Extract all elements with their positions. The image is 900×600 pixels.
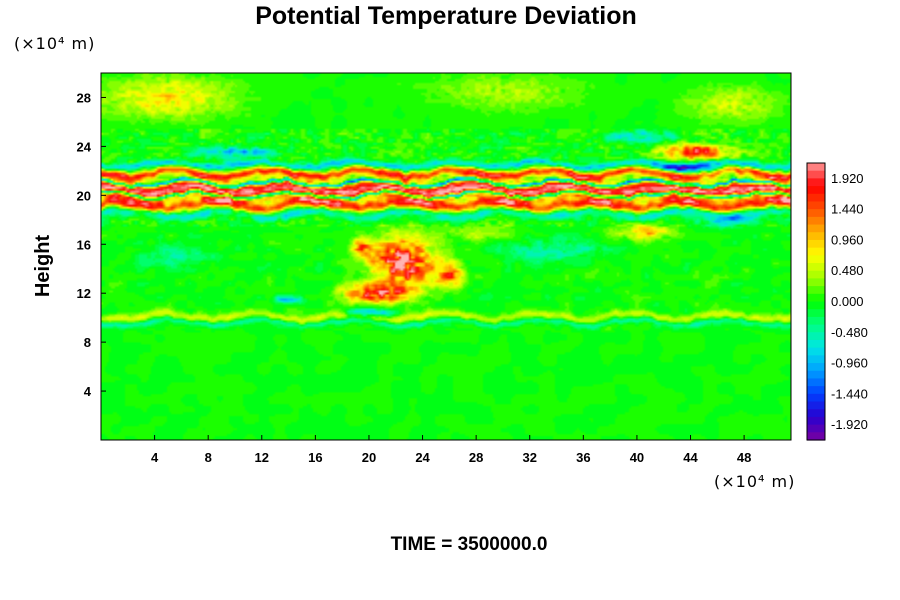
colorbar-swatch (807, 247, 825, 256)
plot-frame (100, 72, 792, 441)
colorbar-swatch (807, 424, 825, 433)
colorbar-swatch (807, 278, 825, 287)
colorbar-swatch (807, 316, 825, 326)
colorbar-swatch (807, 309, 825, 318)
y-tick-label: 12 (77, 286, 91, 301)
colorbar-label: -0.480 (831, 325, 868, 340)
colorbar-swatch (807, 332, 825, 341)
y-axis-unit: (×10⁴ m) (14, 34, 95, 53)
colorbar-swatch (807, 324, 825, 333)
colorbar-swatch (807, 232, 825, 241)
colorbar-labels: 1.920 1.440 0.960 0.480 0.000 -0.480 -0.960 -1.… (831, 171, 868, 432)
x-tick-label: 24 (415, 450, 430, 465)
colorbar-swatch (807, 163, 825, 172)
colorbar-label: -1.440 (831, 386, 868, 401)
colorbar-label: -1.920 (831, 417, 868, 432)
y-tick-label: 20 (77, 188, 91, 203)
colorbar-label: -0.960 (831, 356, 868, 371)
colorbar (806, 162, 826, 441)
colorbar-swatch (807, 393, 825, 403)
y-axis-label: Height (32, 235, 54, 298)
colorbar-swatch (807, 239, 825, 249)
colorbar-label: 0.960 (831, 232, 864, 247)
colorbar-swatch (807, 409, 825, 418)
colorbar-swatch (807, 209, 825, 218)
x-tick-label: 4 (151, 450, 159, 465)
colorbar-swatch (807, 432, 825, 441)
y-tick-label: 28 (77, 90, 91, 105)
colorbar-swatch (807, 201, 825, 210)
colorbar-swatch (807, 363, 825, 372)
colorbar-swatch (807, 170, 825, 179)
colorbar-swatch (807, 378, 825, 387)
x-tick-label: 36 (576, 450, 590, 465)
x-tick-label: 20 (362, 450, 376, 465)
colorbar-swatch (807, 286, 825, 295)
colorbar-swatch (807, 193, 825, 203)
chart-title: Potential Temperature Deviation (255, 2, 637, 30)
x-axis-ticks: 4 8 12 16 20 24 28 32 36 40 44 48 (151, 435, 751, 465)
y-tick-label: 4 (84, 384, 92, 399)
colorbar-label: 0.480 (831, 263, 864, 278)
heatmap-field (101, 73, 791, 440)
colorbar-swatch (807, 301, 825, 310)
colorbar-swatch (807, 416, 825, 426)
colorbar-frame (806, 162, 826, 441)
colorbar-swatch (807, 339, 825, 349)
x-tick-label: 32 (523, 450, 537, 465)
colorbar-swatch (807, 293, 825, 303)
colorbar-swatch (807, 224, 825, 233)
y-tick-label: 8 (84, 335, 91, 350)
x-tick-label: 12 (255, 450, 269, 465)
colorbar-swatch (807, 355, 825, 364)
y-tick-label: 16 (77, 237, 91, 252)
x-tick-label: 44 (683, 450, 698, 465)
colorbar-label: 1.440 (831, 202, 864, 217)
colorbar-swatch (807, 401, 825, 410)
x-axis-unit: (×10⁴ m) (714, 472, 795, 491)
colorbar-swatch (807, 347, 825, 356)
colorbar-label: 1.920 (831, 171, 864, 186)
y-tick-label: 24 (77, 139, 92, 154)
time-label: TIME = 3500000.0 (391, 534, 548, 555)
colorbar-swatch (807, 178, 825, 187)
x-tick-label: 40 (630, 450, 644, 465)
colorbar-label: 0.000 (831, 294, 864, 309)
colorbar-swatch (807, 216, 825, 226)
colorbar-swatch (807, 186, 825, 195)
x-tick-label: 28 (469, 450, 483, 465)
colorbar-swatch (807, 255, 825, 264)
x-tick-label: 8 (205, 450, 212, 465)
heatmap-field-container (101, 73, 791, 440)
x-tick-label: 48 (737, 450, 751, 465)
colorbar-swatch (807, 386, 825, 395)
y-axis-ticks: 4 8 12 16 20 24 28 (77, 90, 106, 399)
x-tick-label: 16 (308, 450, 322, 465)
colorbar-swatch (807, 370, 825, 380)
plot-area (100, 72, 792, 441)
colorbar-swatch (807, 270, 825, 280)
colorbar-swatch (807, 263, 825, 272)
